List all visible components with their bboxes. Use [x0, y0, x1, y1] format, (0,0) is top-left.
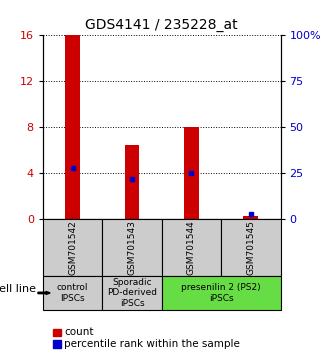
Text: count: count	[64, 327, 94, 337]
Text: percentile rank within the sample: percentile rank within the sample	[64, 339, 240, 349]
Text: cell line: cell line	[0, 284, 36, 295]
Text: GSM701545: GSM701545	[246, 220, 255, 275]
Text: control
IPSCs: control IPSCs	[57, 283, 88, 303]
Bar	[184, 127, 199, 219]
Bar	[244, 216, 258, 219]
Text: GSM701544: GSM701544	[187, 221, 196, 275]
Bar	[124, 145, 139, 219]
Text: presenilin 2 (PS2)
iPSCs: presenilin 2 (PS2) iPSCs	[181, 283, 261, 303]
Bar	[65, 35, 80, 219]
Text: GSM701543: GSM701543	[127, 220, 137, 275]
Text: Sporadic
PD-derived
iPSCs: Sporadic PD-derived iPSCs	[107, 278, 157, 308]
Title: GDS4141 / 235228_at: GDS4141 / 235228_at	[85, 18, 238, 32]
Text: GSM701542: GSM701542	[68, 221, 77, 275]
